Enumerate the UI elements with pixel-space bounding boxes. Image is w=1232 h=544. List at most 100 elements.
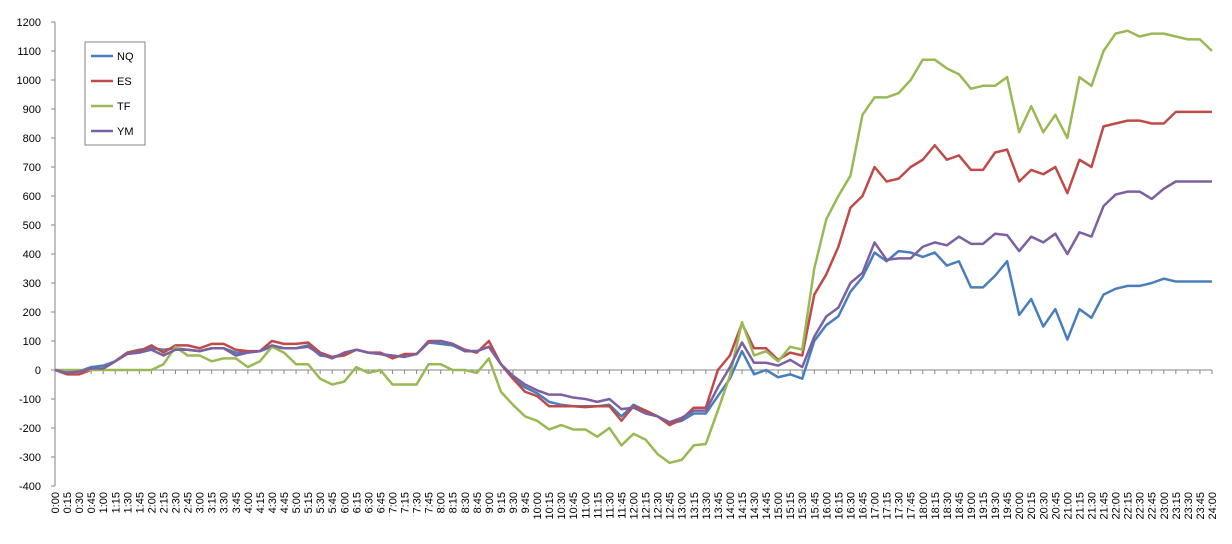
y-tick-label: 200 — [23, 307, 41, 319]
y-tick-label: -400 — [19, 481, 41, 493]
x-tick-label: 2:15 — [158, 492, 170, 513]
y-tick-label: 800 — [23, 133, 41, 145]
y-tick-label: 100 — [23, 336, 41, 348]
x-tick-label: 20:15 — [1026, 492, 1038, 520]
x-tick-label: 23:45 — [1195, 492, 1207, 520]
x-tick-label: 17:00 — [870, 492, 882, 520]
x-tick-label: 3:30 — [219, 492, 231, 513]
x-tick-label: 21:00 — [1062, 492, 1074, 520]
x-tick-label: 20:45 — [1050, 492, 1062, 520]
x-tick-label: 13:00 — [677, 492, 689, 520]
x-tick-label: 23:00 — [1159, 492, 1171, 520]
x-tick-label: 1:45 — [134, 492, 146, 513]
x-tick-label: 4:45 — [279, 492, 291, 513]
x-tick-label: 2:45 — [183, 492, 195, 513]
x-tick-label: 10:45 — [568, 492, 580, 520]
x-tick-label: 23:15 — [1171, 492, 1183, 520]
x-tick-label: 4:30 — [267, 492, 279, 513]
x-tick-label: 9:15 — [496, 492, 508, 513]
x-tick-label: 3:00 — [195, 492, 207, 513]
x-tick-label: 0:30 — [74, 492, 86, 513]
x-tick-label: 15:00 — [773, 492, 785, 520]
x-tick-label: 6:15 — [351, 492, 363, 513]
x-tick-label: 9:00 — [484, 492, 496, 513]
y-tick-label: -100 — [19, 394, 41, 406]
x-tick-label: 11:30 — [604, 492, 616, 519]
y-tick-label: 900 — [23, 104, 41, 116]
x-tick-label: 18:15 — [930, 492, 942, 520]
x-tick-label: 21:30 — [1086, 492, 1098, 520]
x-tick-label: 16:30 — [845, 492, 857, 520]
y-tick-label: 700 — [23, 162, 41, 174]
x-tick-label: 12:45 — [665, 492, 677, 520]
x-tick-label: 11:15 — [592, 492, 604, 519]
x-tick-label: 14:30 — [749, 492, 761, 520]
x-tick-label: 6:00 — [339, 492, 351, 513]
data-line — [54, 249, 1212, 425]
x-tick-label: 1:00 — [98, 492, 110, 513]
x-tick-label: 10:15 — [544, 492, 556, 520]
y-tick-label: 0 — [35, 365, 41, 377]
y-tick-label: 300 — [23, 278, 41, 290]
x-tick-label: 14:45 — [761, 492, 773, 520]
x-tick-label: 7:00 — [387, 492, 399, 513]
x-tick-label: 19:15 — [978, 492, 990, 520]
x-tick-label: 9:30 — [508, 492, 520, 513]
x-tick-label: 15:15 — [785, 492, 797, 520]
x-tick-label: 18:30 — [942, 492, 954, 520]
x-tick-label: 21:15 — [1074, 492, 1086, 520]
x-tick-label: 0:45 — [86, 492, 98, 513]
x-tick-label: 17:30 — [894, 492, 906, 520]
x-tick-label: 8:45 — [472, 492, 484, 513]
x-tick-label: 2:00 — [146, 492, 158, 513]
y-tick-label: 600 — [23, 191, 41, 203]
y-tick-label: -200 — [19, 423, 41, 435]
x-tick-label: 15:45 — [809, 492, 821, 520]
data-line — [55, 29, 1213, 465]
x-tick-label: 20:00 — [1014, 492, 1026, 520]
x-tick-label: 12:00 — [629, 492, 641, 520]
x-tick-label: 12:15 — [641, 492, 653, 520]
x-tick-label: 14:15 — [737, 492, 749, 520]
legend-label: YM — [117, 126, 134, 138]
x-tick-label: 7:15 — [400, 492, 412, 513]
x-tick-label: 2:30 — [171, 492, 183, 513]
x-tick-label: 13:45 — [713, 492, 725, 520]
x-tick-label: 17:45 — [906, 492, 918, 520]
x-tick-label: 5:15 — [303, 492, 315, 513]
x-tick-label: 14:00 — [725, 492, 737, 520]
x-tick-label: 6:30 — [363, 492, 375, 513]
x-tick-label: 19:45 — [1002, 492, 1014, 520]
x-tick-label: 13:15 — [689, 492, 701, 520]
x-tick-label: 0:15 — [62, 492, 74, 513]
legend-label: NQ — [117, 51, 134, 63]
x-tick-label: 22:45 — [1147, 492, 1159, 520]
x-tick-label: 10:00 — [532, 492, 544, 520]
x-tick-label: 8:30 — [460, 492, 472, 513]
x-tick-label: 8:00 — [436, 492, 448, 513]
x-tick-label: 19:00 — [966, 492, 978, 520]
x-tick-label: 22:15 — [1123, 492, 1135, 520]
x-tick-label: 20:30 — [1038, 492, 1050, 520]
x-tick-label: 11:45 — [616, 492, 628, 519]
y-tick-label: 500 — [23, 220, 41, 232]
x-tick-label: 23:30 — [1183, 492, 1195, 520]
x-tick-label: 18:45 — [954, 492, 966, 520]
x-tick-label: 7:30 — [412, 492, 424, 513]
x-tick-label: 24:00 — [1207, 492, 1219, 520]
x-tick-label: 16:45 — [857, 492, 869, 520]
y-tick-label: 1200 — [17, 17, 41, 29]
x-tick-label: 3:15 — [207, 492, 219, 513]
x-tick-label: 13:30 — [701, 492, 713, 520]
x-tick-label: 1:30 — [122, 492, 134, 513]
x-tick-label: 5:30 — [315, 492, 327, 513]
legend-label: TF — [117, 101, 131, 113]
y-tick-label: 1100 — [17, 46, 41, 58]
y-tick-label: 400 — [23, 249, 41, 261]
x-tick-label: 4:15 — [255, 492, 267, 513]
x-tick-label: 11:00 — [580, 492, 592, 519]
x-tick-label: 18:00 — [918, 492, 930, 520]
x-tick-label: 12:30 — [653, 492, 665, 520]
